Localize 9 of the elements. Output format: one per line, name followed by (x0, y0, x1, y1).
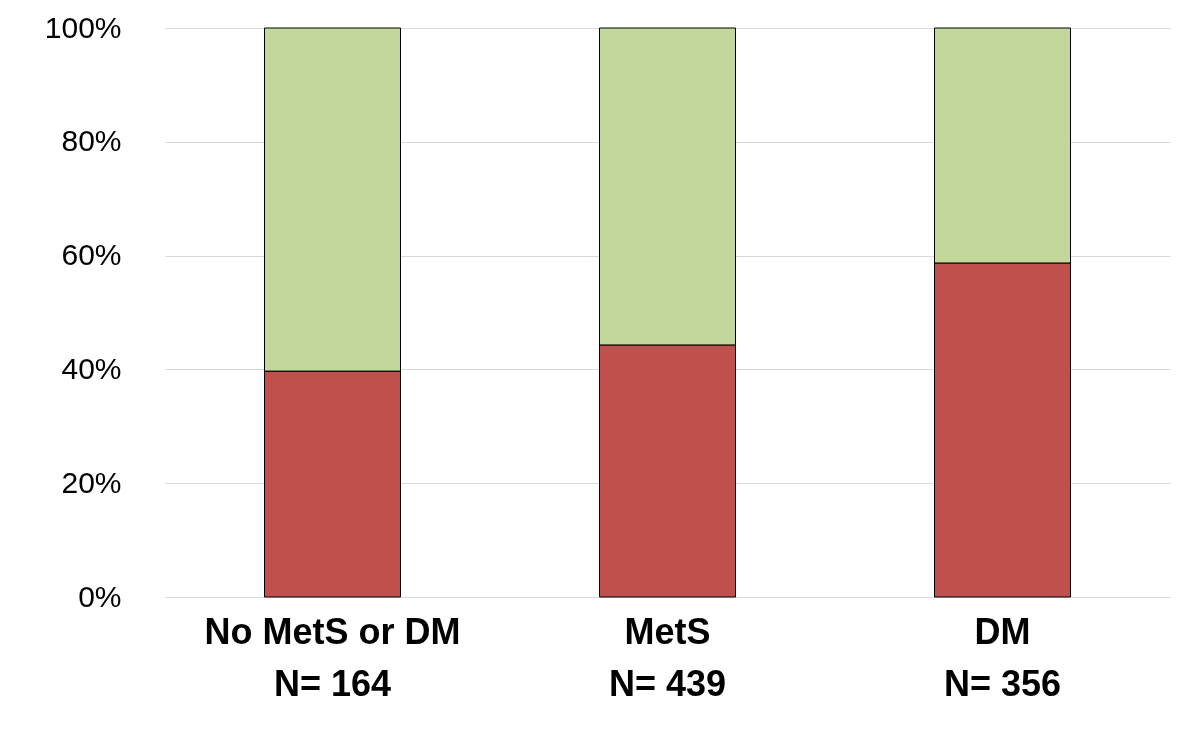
y-tick-label: 60% (61, 238, 122, 272)
y-tick-label: 100% (44, 10, 122, 44)
y-tick-label: 40% (61, 351, 122, 385)
x-tick-label: MetS N= 439 (608, 610, 727, 704)
x-tick-label: DM N= 356 (943, 610, 1062, 704)
y-tick-label: 80% (61, 124, 122, 158)
x-tick-label: No MetS or DM N= 164 (204, 610, 461, 704)
y-tick-label: 20% (61, 465, 122, 499)
y-tick-label: 0% (78, 579, 122, 613)
